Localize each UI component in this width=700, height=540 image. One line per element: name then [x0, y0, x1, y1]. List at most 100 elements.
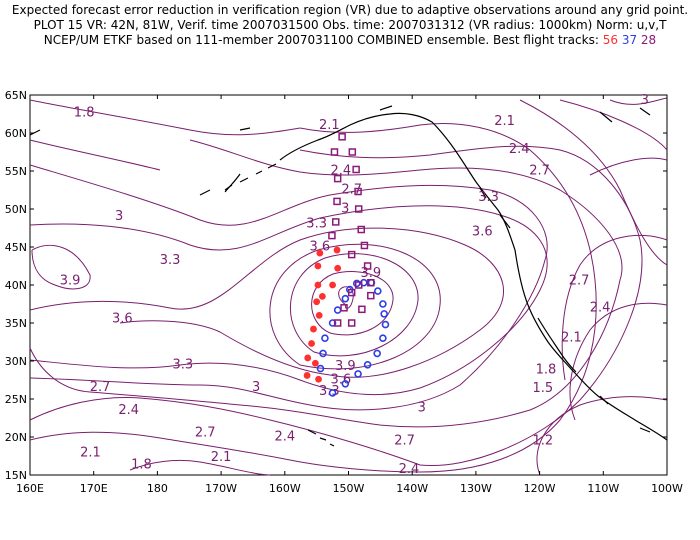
track-56-point — [313, 298, 321, 306]
flight-tracks — [303, 133, 390, 397]
track-56-point — [311, 359, 319, 367]
contour-label: 2.7 — [90, 380, 111, 395]
track-28-point — [328, 231, 336, 240]
track-28-point — [333, 197, 341, 206]
contour-label: 2.7 — [341, 183, 362, 198]
track-56-point — [303, 372, 311, 379]
track-28-point — [340, 304, 348, 312]
contour-label: 3 — [418, 401, 426, 416]
track-37-point — [321, 334, 329, 343]
contour-label: 1.8 — [74, 106, 95, 121]
contour-label: 2.4 — [509, 142, 530, 157]
contour-ne-3 — [609, 97, 668, 105]
track-28-point — [367, 291, 375, 300]
contour-2-1-nw — [29, 139, 161, 171]
coastlines — [29, 105, 668, 447]
track-37-point — [319, 349, 327, 358]
contour-label: 1.2 — [532, 433, 553, 448]
track-37-point — [328, 319, 337, 327]
contour-label: 2.7 — [569, 274, 590, 289]
track-28-point — [330, 148, 339, 156]
contour-label: 3 — [641, 93, 649, 108]
contour-label: 3.9 — [60, 274, 81, 289]
track-28-point — [348, 148, 357, 156]
contour-center-1 — [311, 271, 394, 336]
track-28-point — [354, 187, 362, 196]
lat-label: 20N — [5, 431, 27, 444]
alaska-coast — [224, 112, 516, 251]
track-37-point — [352, 279, 361, 288]
track-28-point — [360, 241, 369, 250]
track-37-point — [341, 294, 350, 303]
contour-label: 2.1 — [494, 114, 515, 129]
track-28-point — [358, 305, 366, 314]
track-37-point — [341, 379, 350, 388]
contour-center-2 — [290, 253, 419, 357]
contour-label: 3 — [252, 380, 260, 395]
track-37-point — [374, 287, 382, 295]
contour-label: 3 — [341, 202, 349, 217]
contour-label: 2.4 — [331, 164, 352, 179]
contour-label: 2.1 — [80, 445, 101, 460]
contour-label: 2.4 — [274, 430, 295, 445]
track-28-point — [347, 288, 356, 297]
lon-label: 100W — [651, 482, 683, 495]
contour-3-9-west — [31, 244, 91, 290]
haida-gwaii — [479, 187, 487, 199]
lon-label: 160W — [269, 482, 301, 495]
contour-2-4 — [29, 145, 643, 467]
contour-value-labels: 1.82.1 2.12.42.42.72.7333.33.33.33.63.63.… — [60, 93, 649, 477]
lon-label: 170E — [80, 482, 108, 495]
contour-label: 2.7 — [195, 426, 216, 441]
lat-label: 30N — [5, 355, 27, 368]
lon-label: 110W — [587, 482, 619, 495]
track-37-point — [328, 389, 337, 397]
track-37-point — [380, 310, 388, 318]
track-28-point — [352, 165, 360, 174]
contour-label: 2.7 — [394, 433, 415, 448]
contour-1-5 — [569, 302, 668, 421]
longitude-axis: 160E 170E 180 170W 160W 150W 140W 130W 120W 110W 1… — [16, 95, 683, 495]
lat-label: 60N — [5, 127, 27, 140]
track-37-legend: 37 — [621, 33, 638, 47]
contour-label: 1.8 — [131, 458, 152, 473]
lon-label: 160E — [16, 482, 44, 495]
track-28-point — [347, 319, 356, 327]
contour-label: 2.1 — [211, 450, 232, 465]
contour-label: 3.3 — [478, 190, 499, 205]
track-56-point — [329, 281, 336, 289]
sea-ice-east — [599, 107, 651, 123]
vancouver-island — [499, 214, 511, 229]
track-28-point — [367, 278, 375, 287]
track-56-point — [333, 246, 341, 254]
contour-3-9 — [269, 243, 441, 370]
lat-label: 25N — [5, 393, 27, 406]
contour-label: 1.8 — [536, 363, 557, 378]
aleutians — [224, 163, 277, 191]
lat-label: 15N — [5, 469, 27, 482]
contour-1-8-nw — [29, 99, 301, 136]
track-56-legend: 56 — [602, 33, 618, 47]
contour-label: 3.3 — [160, 253, 181, 268]
lat-label: 35N — [5, 317, 27, 330]
track-56-point — [334, 264, 342, 272]
contour-label: 3.6 — [472, 224, 493, 239]
track-28-point — [357, 225, 365, 234]
contour-1-8-east — [561, 234, 668, 381]
lon-label: 120W — [524, 482, 556, 495]
contour-lines — [29, 97, 668, 476]
track-37-point — [373, 349, 381, 358]
contour-label: 2.4 — [590, 300, 611, 315]
track-56-point — [310, 325, 317, 333]
contour-label: 2.7 — [529, 164, 550, 179]
contour-label: 3.3 — [173, 357, 194, 372]
contour-label: 3 — [115, 209, 123, 224]
contour-3-6 — [29, 227, 505, 378]
lat-label: 40N — [5, 279, 27, 292]
track-56-point — [315, 312, 323, 319]
lon-label: 180 — [147, 482, 168, 495]
contour-label: 3.9 — [335, 359, 356, 374]
track-56-point — [314, 281, 322, 289]
track-56-point — [314, 262, 322, 270]
contour-label: 2.4 — [399, 462, 420, 477]
